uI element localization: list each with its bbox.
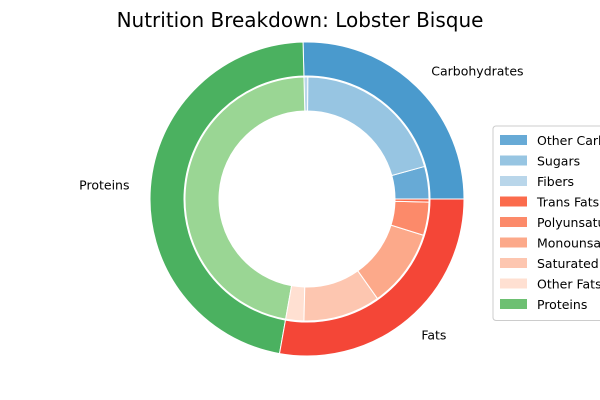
legend-label-trans-fats: Trans Fats	[536, 195, 599, 210]
legend-swatch-saturated-fats	[500, 258, 527, 268]
outer-label-fats: Fats	[421, 327, 446, 342]
outer-label-proteins: Proteins	[79, 178, 129, 193]
outer-slice-fats	[278, 198, 465, 357]
legend-swatch-monounsaturated-fats	[500, 237, 527, 248]
legend-swatch-trans-fats	[500, 196, 527, 207]
legend-swatch-sugars	[500, 155, 527, 166]
outer-labels: Carbohydrates Proteins Fats	[79, 64, 523, 343]
legend-swatch-other-carbohydrates	[500, 135, 527, 145]
legend-label-other-fats: Other Fats	[537, 277, 600, 292]
legend-swatch-fibers	[500, 176, 527, 186]
legend-label-saturated-fats: Saturated Fats	[537, 256, 600, 271]
inner-slice-trans-fats	[394, 198, 430, 203]
legend-label-other-carbohydrates: Other Carbohydrates	[537, 133, 600, 148]
legend-label-monounsaturated-fats: Monounsaturated Fats	[537, 236, 600, 251]
legend-swatch-polyunsaturated-fats	[500, 217, 527, 227]
legend-swatch-proteins	[500, 299, 527, 309]
legend-label-fibers: Fibers	[537, 174, 574, 189]
legend-swatch-other-fats	[500, 278, 527, 289]
outer-ring	[149, 41, 465, 357]
outer-label-carbohydrates: Carbohydrates	[431, 64, 523, 79]
legend-label-polyunsaturated-fats: Polyunsaturated Fats	[537, 215, 600, 230]
legend: Other Carbohydrates Sugars Fibers Trans Fat…	[492, 125, 600, 321]
legend-box	[492, 125, 600, 321]
legend-label-proteins: Proteins	[537, 297, 587, 312]
outer-slice-proteins	[149, 41, 305, 355]
inner-ring	[184, 76, 430, 322]
legend-label-sugars: Sugars	[537, 154, 580, 169]
chart-title: Nutrition Breakdown: Lobster Bisque	[117, 8, 484, 32]
inner-slice-proteins	[184, 76, 306, 320]
